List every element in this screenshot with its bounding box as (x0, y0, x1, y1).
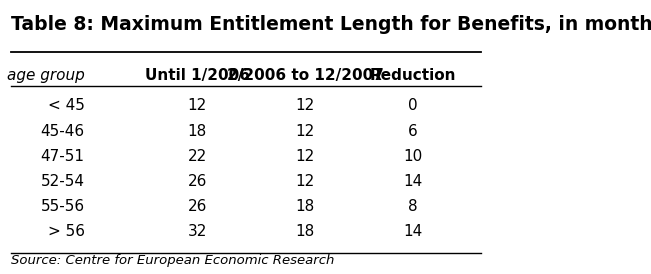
Text: 18: 18 (296, 199, 314, 214)
Text: < 45: < 45 (48, 98, 85, 113)
Text: 26: 26 (187, 174, 207, 189)
Text: 6: 6 (408, 124, 418, 139)
Text: 12: 12 (187, 98, 207, 113)
Text: 12: 12 (296, 174, 314, 189)
Text: 18: 18 (296, 224, 314, 239)
Text: 22: 22 (187, 149, 207, 164)
Text: age group: age group (7, 68, 85, 84)
Text: 10: 10 (403, 149, 422, 164)
Text: 12: 12 (296, 124, 314, 139)
Text: 12: 12 (296, 149, 314, 164)
Text: Reduction: Reduction (370, 68, 456, 84)
Text: 18: 18 (187, 124, 207, 139)
Text: 14: 14 (403, 174, 422, 189)
Text: 12: 12 (296, 98, 314, 113)
Text: 14: 14 (403, 224, 422, 239)
Text: Source: Centre for European Economic Research: Source: Centre for European Economic Res… (11, 254, 335, 267)
Text: 45-46: 45-46 (40, 124, 85, 139)
Text: Table 8: Maximum Entitlement Length for Benefits, in months: Table 8: Maximum Entitlement Length for … (11, 15, 651, 34)
Text: 26: 26 (187, 199, 207, 214)
Text: 8: 8 (408, 199, 418, 214)
Text: 32: 32 (187, 224, 207, 239)
Text: 2/2006 to 12/2007: 2/2006 to 12/2007 (227, 68, 383, 84)
Text: 52-54: 52-54 (40, 174, 85, 189)
Text: 55-56: 55-56 (40, 199, 85, 214)
Text: Until 1/2006: Until 1/2006 (145, 68, 250, 84)
Text: 47-51: 47-51 (40, 149, 85, 164)
Text: > 56: > 56 (48, 224, 85, 239)
Text: 0: 0 (408, 98, 418, 113)
